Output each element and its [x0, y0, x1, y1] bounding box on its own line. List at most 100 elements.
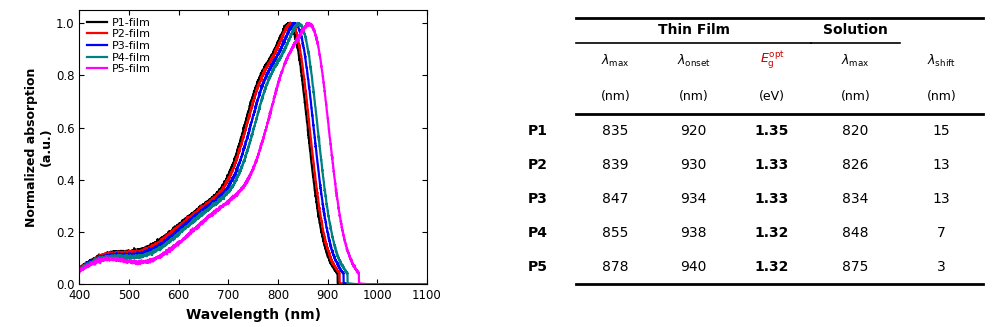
- Text: P1: P1: [527, 124, 547, 138]
- Line: P3-film: P3-film: [79, 23, 427, 284]
- Text: 878: 878: [603, 261, 629, 274]
- P2-film: [146, 245, 158, 249]
- P2-film: [396, 283, 408, 286]
- P5-film: [421, 283, 433, 286]
- P1-film: [146, 243, 158, 247]
- Line: P4-film: P4-film: [79, 23, 427, 284]
- Text: 1.32: 1.32: [755, 261, 789, 274]
- P3-film: [181, 223, 193, 227]
- Text: 7: 7: [937, 226, 945, 240]
- P4-film: [292, 21, 304, 25]
- Text: (eV): (eV): [759, 90, 784, 103]
- P4-film: [146, 253, 158, 257]
- Text: 834: 834: [842, 192, 869, 206]
- P4-film: [81, 263, 93, 267]
- P5-film: [413, 283, 425, 286]
- P2-film: [181, 218, 193, 222]
- P5-film: [258, 134, 270, 138]
- Text: 1.32: 1.32: [755, 226, 789, 240]
- Text: P2: P2: [527, 158, 547, 172]
- P2-film: [258, 70, 270, 74]
- P1-film: [258, 69, 270, 73]
- P2-film: [319, 234, 331, 238]
- P1-film: [223, 171, 235, 175]
- Text: 1.35: 1.35: [755, 124, 789, 138]
- P1-film: [319, 242, 331, 246]
- Text: (nm): (nm): [601, 90, 631, 103]
- P2-film: [285, 21, 297, 25]
- Text: 13: 13: [932, 192, 950, 206]
- P5-film: [319, 86, 331, 90]
- Line: P2-film: P2-film: [79, 23, 427, 284]
- Text: 847: 847: [603, 192, 629, 206]
- P1-film: [73, 267, 85, 271]
- Text: $\lambda_\mathrm{shift}$: $\lambda_\mathrm{shift}$: [927, 53, 955, 69]
- P5-film: [73, 270, 85, 274]
- Text: 839: 839: [603, 158, 629, 172]
- P4-film: [181, 225, 193, 229]
- Text: 920: 920: [680, 124, 707, 138]
- P1-film: [392, 283, 404, 286]
- P3-film: [421, 283, 433, 286]
- Text: $\lambda_\mathrm{max}$: $\lambda_\mathrm{max}$: [841, 53, 870, 69]
- Line: P1-film: P1-film: [79, 23, 427, 284]
- P2-film: [421, 283, 433, 286]
- P4-film: [258, 90, 270, 94]
- P5-film: [223, 198, 235, 202]
- Text: P5: P5: [527, 261, 547, 274]
- P5-film: [146, 257, 158, 261]
- Text: $\lambda_\mathrm{onset}$: $\lambda_\mathrm{onset}$: [677, 53, 711, 69]
- P3-film: [81, 260, 93, 264]
- P3-film: [258, 80, 270, 84]
- P5-film: [81, 264, 93, 268]
- P4-film: [73, 268, 85, 272]
- Text: 1.33: 1.33: [755, 192, 789, 206]
- Text: (nm): (nm): [679, 90, 709, 103]
- P2-film: [81, 263, 93, 267]
- P5-film: [181, 233, 193, 237]
- Text: 13: 13: [932, 158, 950, 172]
- P3-film: [319, 214, 331, 217]
- P3-film: [146, 249, 158, 253]
- Text: P3: P3: [527, 192, 547, 206]
- Text: 875: 875: [842, 261, 869, 274]
- P3-film: [223, 181, 235, 185]
- Text: 826: 826: [842, 158, 869, 172]
- P4-film: [319, 185, 331, 189]
- P1-film: [421, 283, 433, 286]
- P3-film: [288, 21, 300, 25]
- Y-axis label: Normalized absorption
(a.u.): Normalized absorption (a.u.): [25, 67, 54, 227]
- P1-film: [181, 216, 193, 220]
- Text: (nm): (nm): [926, 90, 956, 103]
- Text: Thin Film: Thin Film: [657, 24, 730, 37]
- Line: P5-film: P5-film: [79, 23, 427, 284]
- P2-film: [73, 267, 85, 271]
- P2-film: [223, 175, 235, 179]
- Text: 820: 820: [842, 124, 869, 138]
- P4-film: [411, 283, 423, 286]
- Text: $\lambda_\mathrm{max}$: $\lambda_\mathrm{max}$: [601, 53, 630, 69]
- Text: 1.33: 1.33: [755, 158, 789, 172]
- P3-film: [73, 267, 85, 271]
- Legend: P1-film, P2-film, P3-film, P4-film, P5-film: P1-film, P2-film, P3-film, P4-film, P5-f…: [85, 15, 153, 77]
- P3-film: [405, 283, 417, 286]
- P5-film: [302, 21, 314, 25]
- Text: 835: 835: [603, 124, 629, 138]
- Text: 3: 3: [937, 261, 945, 274]
- Text: P4: P4: [527, 226, 547, 240]
- P4-film: [421, 283, 433, 286]
- Text: 930: 930: [680, 158, 707, 172]
- Text: 855: 855: [603, 226, 629, 240]
- P1-film: [283, 21, 295, 25]
- Text: 15: 15: [932, 124, 950, 138]
- P1-film: [81, 262, 93, 266]
- X-axis label: Wavelength (nm): Wavelength (nm): [186, 308, 321, 322]
- Text: 938: 938: [680, 226, 707, 240]
- Text: 934: 934: [680, 192, 707, 206]
- P4-film: [223, 190, 235, 194]
- Text: Solution: Solution: [823, 24, 888, 37]
- Text: (nm): (nm): [840, 90, 870, 103]
- Text: $E_\mathrm{g}^\mathrm{opt}$: $E_\mathrm{g}^\mathrm{opt}$: [760, 50, 784, 71]
- Text: 940: 940: [680, 261, 707, 274]
- Text: 848: 848: [842, 226, 869, 240]
